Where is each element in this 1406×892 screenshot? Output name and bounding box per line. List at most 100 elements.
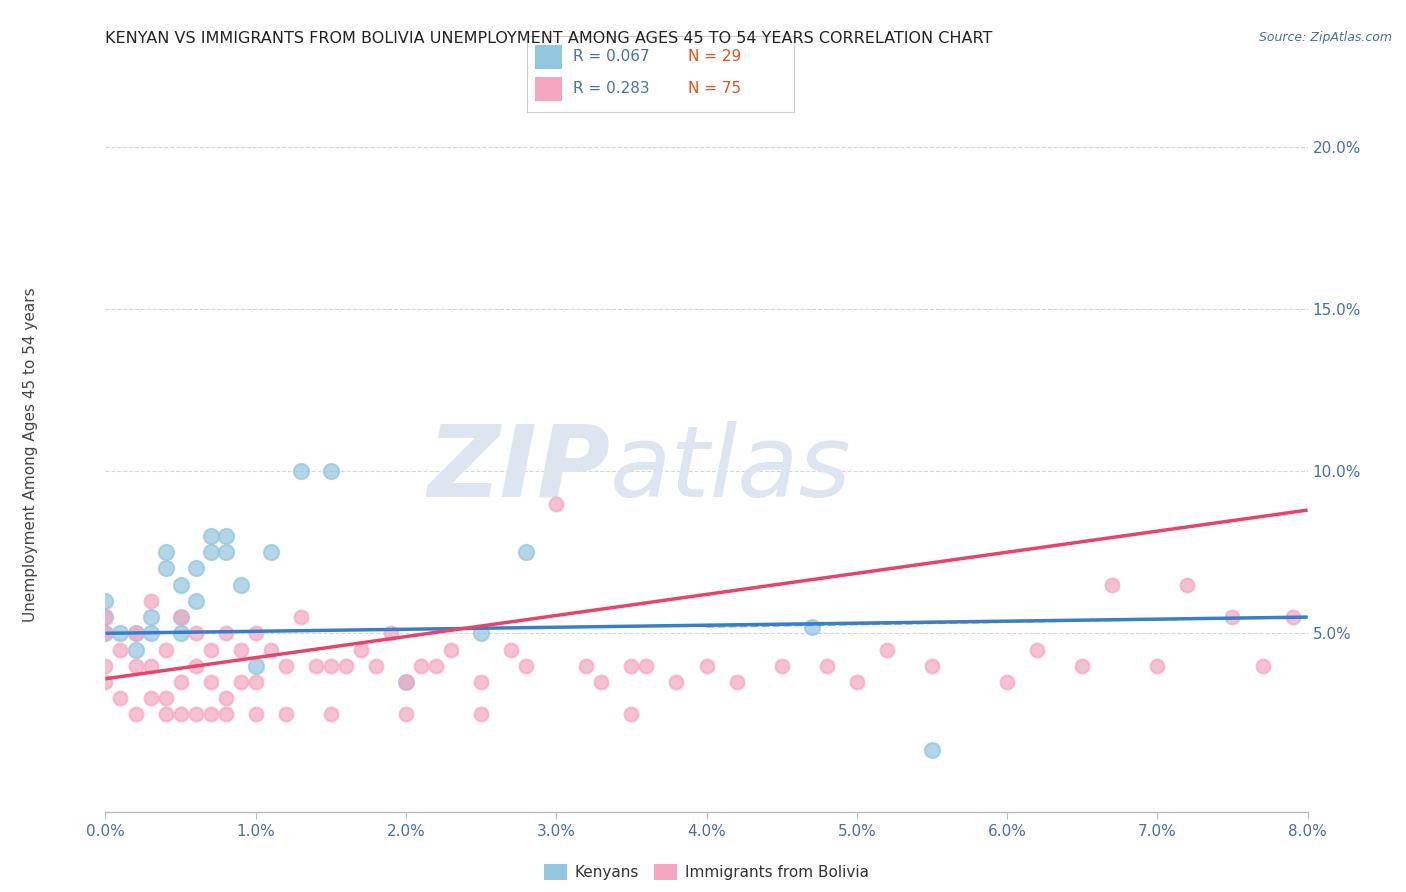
Point bbox=[501, 642, 523, 657]
Point bbox=[395, 675, 418, 690]
Point bbox=[470, 675, 492, 690]
Point bbox=[214, 691, 236, 706]
Point bbox=[515, 658, 537, 673]
Point bbox=[155, 545, 177, 559]
Point bbox=[110, 626, 132, 640]
Point bbox=[876, 642, 898, 657]
Point bbox=[725, 675, 748, 690]
Point bbox=[470, 707, 492, 722]
Point bbox=[305, 658, 328, 673]
Text: Source: ZipAtlas.com: Source: ZipAtlas.com bbox=[1258, 31, 1392, 45]
Point bbox=[470, 626, 492, 640]
Point bbox=[290, 610, 312, 624]
Point bbox=[425, 658, 447, 673]
Point bbox=[94, 626, 117, 640]
Point bbox=[1071, 658, 1094, 673]
Point bbox=[94, 626, 117, 640]
Point bbox=[350, 642, 373, 657]
Point bbox=[409, 658, 432, 673]
Point bbox=[169, 577, 191, 591]
FancyBboxPatch shape bbox=[536, 45, 562, 69]
Point bbox=[319, 707, 342, 722]
Point bbox=[169, 610, 191, 624]
Point bbox=[184, 658, 207, 673]
Point bbox=[1146, 658, 1168, 673]
Point bbox=[184, 626, 207, 640]
Point bbox=[94, 594, 117, 608]
Point bbox=[124, 626, 146, 640]
Point bbox=[665, 675, 688, 690]
Point bbox=[200, 545, 222, 559]
Point bbox=[214, 707, 236, 722]
Point bbox=[1175, 577, 1198, 591]
Point bbox=[94, 658, 117, 673]
Point bbox=[260, 642, 283, 657]
Point bbox=[770, 658, 793, 673]
Point bbox=[139, 626, 162, 640]
Point bbox=[620, 658, 643, 673]
Point bbox=[1222, 610, 1244, 624]
Point bbox=[290, 464, 312, 478]
Text: Unemployment Among Ages 45 to 54 years: Unemployment Among Ages 45 to 54 years bbox=[24, 287, 38, 623]
Point bbox=[214, 626, 236, 640]
Point bbox=[815, 658, 838, 673]
Point bbox=[245, 658, 267, 673]
Point bbox=[214, 529, 236, 543]
Text: atlas: atlas bbox=[610, 421, 852, 517]
Point bbox=[200, 642, 222, 657]
Text: N = 75: N = 75 bbox=[688, 81, 741, 96]
Point bbox=[155, 707, 177, 722]
Point bbox=[94, 675, 117, 690]
Point bbox=[364, 658, 387, 673]
Point bbox=[245, 626, 267, 640]
Point bbox=[155, 642, 177, 657]
Point bbox=[546, 497, 568, 511]
Point bbox=[214, 545, 236, 559]
Point bbox=[184, 561, 207, 575]
Point bbox=[229, 577, 252, 591]
Point bbox=[319, 464, 342, 478]
Point bbox=[995, 675, 1018, 690]
Point bbox=[395, 675, 418, 690]
Point bbox=[169, 707, 191, 722]
FancyBboxPatch shape bbox=[536, 77, 562, 101]
Point bbox=[335, 658, 357, 673]
Point bbox=[124, 707, 146, 722]
Point bbox=[1026, 642, 1049, 657]
Point bbox=[696, 658, 718, 673]
Point bbox=[1101, 577, 1123, 591]
Point bbox=[845, 675, 868, 690]
Point bbox=[440, 642, 463, 657]
Point bbox=[124, 658, 146, 673]
Point bbox=[1281, 610, 1303, 624]
Point bbox=[155, 561, 177, 575]
Point bbox=[260, 545, 283, 559]
Point bbox=[110, 691, 132, 706]
Text: KENYAN VS IMMIGRANTS FROM BOLIVIA UNEMPLOYMENT AMONG AGES 45 TO 54 YEARS CORRELA: KENYAN VS IMMIGRANTS FROM BOLIVIA UNEMPL… bbox=[105, 31, 993, 46]
Point bbox=[94, 610, 117, 624]
Point bbox=[620, 707, 643, 722]
Point bbox=[921, 743, 943, 757]
Point bbox=[921, 658, 943, 673]
Point bbox=[200, 675, 222, 690]
Point bbox=[169, 675, 191, 690]
Point bbox=[591, 675, 613, 690]
Point bbox=[184, 594, 207, 608]
Text: R = 0.283: R = 0.283 bbox=[572, 81, 650, 96]
Point bbox=[169, 610, 191, 624]
Point bbox=[229, 675, 252, 690]
Point bbox=[139, 658, 162, 673]
Point bbox=[184, 707, 207, 722]
Point bbox=[274, 707, 297, 722]
Point bbox=[380, 626, 402, 640]
Point bbox=[110, 642, 132, 657]
Point bbox=[169, 626, 191, 640]
Point bbox=[575, 658, 598, 673]
Point bbox=[139, 594, 162, 608]
Point bbox=[274, 658, 297, 673]
Point bbox=[636, 658, 658, 673]
Point bbox=[229, 642, 252, 657]
Point bbox=[200, 529, 222, 543]
Text: N = 29: N = 29 bbox=[688, 49, 741, 64]
Point bbox=[94, 610, 117, 624]
